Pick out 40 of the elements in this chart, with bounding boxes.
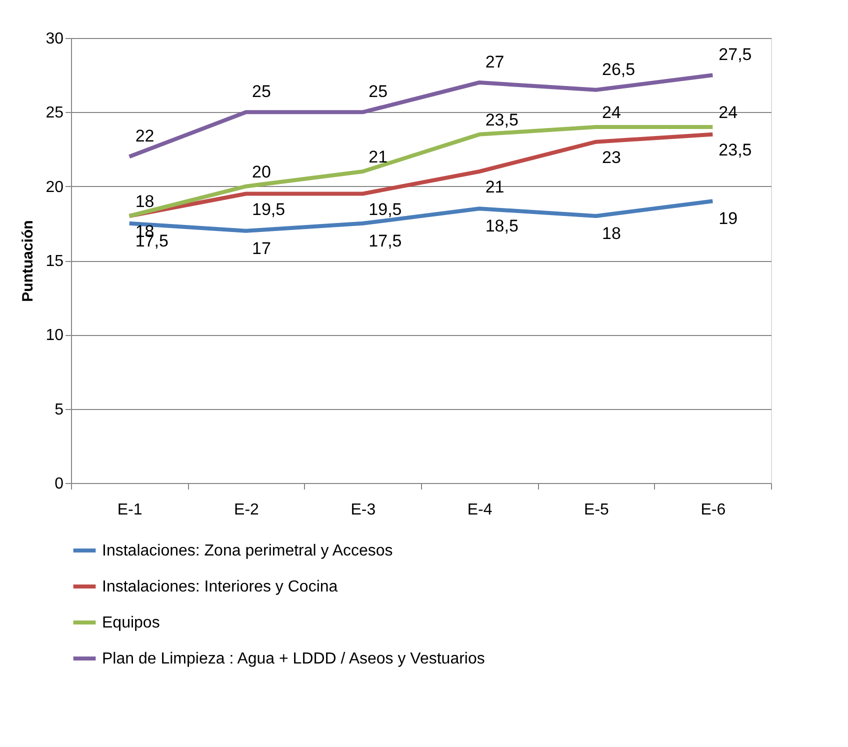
x-tick-label: E-5 (584, 502, 610, 518)
data-label: 17 (252, 238, 271, 258)
x-tick-label: E-6 (700, 502, 726, 518)
data-label: 18,5 (485, 216, 518, 236)
data-label: 20 (252, 162, 271, 182)
x-tick-label: E-3 (350, 502, 376, 518)
data-label: 25 (368, 82, 388, 102)
data-label: 23,5 (718, 140, 752, 160)
data-label: 17,5 (368, 231, 402, 250)
data-label: 23 (602, 148, 621, 167)
x-tick-label: E-4 (467, 502, 492, 518)
x-tick-label: E-1 (117, 502, 142, 518)
data-label: 27 (485, 52, 504, 72)
data-label: 18 (602, 224, 621, 243)
data-label: 25 (252, 82, 271, 102)
data-label: 18 (135, 192, 154, 211)
y-tick-label: 0 (54, 476, 64, 492)
data-label: 21 (368, 148, 388, 166)
y-tick-label: 10 (46, 327, 64, 344)
data-label: 22 (135, 126, 154, 146)
data-label: 24 (718, 103, 738, 122)
data-label: 19,5 (252, 200, 286, 219)
data-label: 26,5 (602, 60, 636, 79)
data-label: 21 (485, 178, 504, 196)
y-tick-label: 30 (46, 30, 64, 48)
legend-label: Plan de Limpieza : Agua + LDDD / Aseos y Vestuarios (102, 650, 485, 668)
legend-label: Equipos (102, 614, 160, 632)
x-tick-label: E-2 (234, 502, 260, 518)
y-tick-label: 5 (54, 401, 64, 418)
data-label: 27,5 (718, 45, 752, 64)
data-label: 19 (718, 209, 738, 228)
y-axis-title: Puntuación (20, 220, 37, 302)
data-label: 23,5 (485, 110, 518, 130)
legend-label: Instalaciones: Zona perimetral y Accesos (102, 542, 393, 560)
y-tick-label: 20 (46, 178, 64, 196)
data-label: 19,5 (368, 200, 402, 219)
y-tick-label: 25 (46, 104, 64, 122)
y-tick-label: 15 (46, 253, 64, 270)
data-label: 24 (602, 103, 621, 122)
legend-label: Instalaciones: Interiores y Cocina (102, 578, 338, 596)
